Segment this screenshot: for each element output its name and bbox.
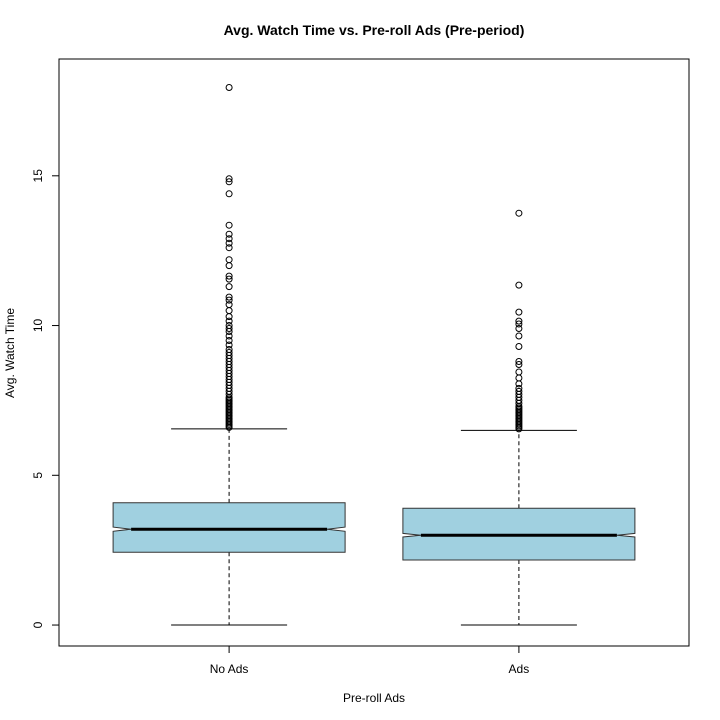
outlier-point bbox=[515, 361, 523, 368]
outlier-point bbox=[225, 262, 233, 270]
outlier-point bbox=[515, 343, 523, 350]
chart-marks bbox=[112, 84, 636, 626]
outlier-point bbox=[225, 244, 233, 252]
box-group bbox=[402, 209, 636, 626]
outlier-point bbox=[515, 281, 523, 289]
x-tick-label: No Ads bbox=[210, 662, 249, 676]
chart-title: Avg. Watch Time vs. Pre-roll Ads (Pre-pe… bbox=[224, 22, 525, 38]
y-axis-label: Avg. Watch Time bbox=[3, 308, 17, 398]
outlier-point bbox=[225, 349, 233, 356]
outlier-point bbox=[225, 230, 233, 238]
outlier-point bbox=[225, 84, 233, 91]
outlier-point bbox=[225, 296, 233, 304]
outlier-point bbox=[225, 272, 233, 280]
box-body bbox=[112, 502, 346, 553]
outlier-point bbox=[225, 256, 233, 264]
outlier-point bbox=[225, 275, 233, 283]
outlier-point bbox=[225, 293, 233, 301]
x-tick-label: Ads bbox=[509, 662, 530, 676]
outlier-point bbox=[225, 322, 233, 329]
outlier-point bbox=[225, 332, 233, 340]
box-group bbox=[112, 84, 346, 626]
outlier-point bbox=[515, 209, 523, 217]
outlier-point bbox=[225, 239, 233, 247]
y-tick-label: 0 bbox=[31, 621, 45, 628]
outlier-point bbox=[225, 301, 233, 309]
outlier-point bbox=[225, 341, 233, 349]
outlier-point bbox=[515, 332, 523, 340]
y-tick-label: 5 bbox=[31, 472, 45, 479]
outlier-point bbox=[515, 308, 523, 316]
outlier-point bbox=[515, 368, 523, 376]
outlier-point bbox=[515, 358, 523, 365]
outlier-point bbox=[515, 317, 523, 325]
outlier-point bbox=[515, 374, 523, 382]
outlier-point bbox=[225, 175, 233, 183]
y-tick-label: 10 bbox=[31, 319, 45, 333]
outlier-point bbox=[225, 190, 233, 198]
outlier-point bbox=[225, 307, 233, 315]
outlier-point bbox=[515, 387, 523, 395]
outlier-point bbox=[225, 325, 233, 332]
outlier-point bbox=[225, 235, 233, 243]
outlier-point bbox=[225, 337, 233, 344]
outlier-point bbox=[225, 346, 233, 353]
outlier-point bbox=[515, 325, 523, 332]
outlier-point bbox=[225, 178, 233, 186]
outlier-point bbox=[515, 380, 523, 388]
x-axis-label: Pre-roll Ads bbox=[343, 691, 405, 705]
y-tick-label: 15 bbox=[31, 169, 45, 183]
x-axis: No Ads Ads bbox=[210, 645, 530, 676]
outlier-point bbox=[515, 320, 523, 328]
outlier-point bbox=[225, 283, 233, 291]
outlier-point bbox=[515, 384, 523, 392]
y-axis: 0 5 10 15 bbox=[31, 169, 60, 628]
outlier-point bbox=[225, 221, 233, 229]
outlier-point bbox=[225, 313, 233, 321]
outlier-point bbox=[225, 317, 233, 325]
